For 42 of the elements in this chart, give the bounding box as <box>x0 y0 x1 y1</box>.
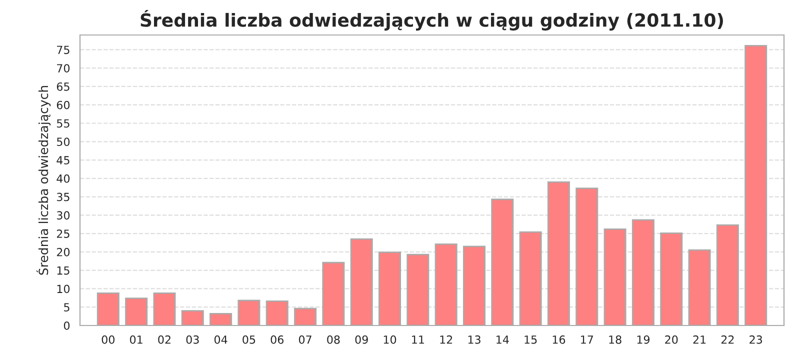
x-tick-label: 12 <box>440 335 452 344</box>
x-tick-label: 08 <box>327 335 340 344</box>
y-tick-label: 0 <box>64 321 70 330</box>
x-tick-label: 22 <box>721 335 734 344</box>
y-tick-label: 60 <box>56 100 70 110</box>
y-tick-label: 20 <box>56 248 70 256</box>
x-tick-label: 17 <box>581 336 593 344</box>
x-tick-label: 16 <box>552 335 566 344</box>
y-tick-label: 40 <box>56 174 70 183</box>
x-tick-label: 15 <box>524 336 537 344</box>
y-tick-label: 10 <box>57 284 70 294</box>
y-tick-label: 55 <box>56 119 70 128</box>
y-tick-label: 65 <box>56 82 70 91</box>
y-tick-label: 70 <box>57 64 70 72</box>
x-tick-label: 10 <box>384 335 396 344</box>
y-tick-label: 15 <box>57 266 70 275</box>
y-tick-label: 45 <box>56 156 70 164</box>
x-tick-label: 21 <box>693 335 706 344</box>
x-tick-label: 06 <box>270 335 284 344</box>
y-tick-label: 30 <box>56 211 70 220</box>
chart-title: Średnia liczba odwiedzających w ciągu godziny (2011.10) <box>140 10 723 31</box>
x-tick-label: 13 <box>468 335 480 344</box>
x-tick-label: 20 <box>665 335 678 344</box>
x-tick-label: 09 <box>355 335 368 344</box>
x-tick-label: 03 <box>186 335 199 344</box>
x-tick-label: 23 <box>750 335 762 344</box>
y-tick-label: 25 <box>56 230 70 238</box>
x-tick-label: 14 <box>496 336 509 344</box>
y-axis-title: Średnia liczba odwiedzających <box>36 86 51 275</box>
y-tick-label: 50 <box>56 138 70 146</box>
y-tick-label: 35 <box>56 192 70 202</box>
x-tick-label: 11 <box>412 336 424 344</box>
x-tick-label: 02 <box>158 335 170 344</box>
x-tick-label: 07 <box>298 335 312 344</box>
y-tick-label: 5 <box>64 303 70 312</box>
x-tick-label: 18 <box>609 335 622 344</box>
x-tick-label: 00 <box>102 335 114 344</box>
x-tick-label: 04 <box>214 335 228 344</box>
x-tick-label: 01 <box>130 335 142 344</box>
x-tick-label: 19 <box>637 335 650 344</box>
x-tick-label: 05 <box>242 335 256 344</box>
y-tick-label: 75 <box>57 46 70 54</box>
